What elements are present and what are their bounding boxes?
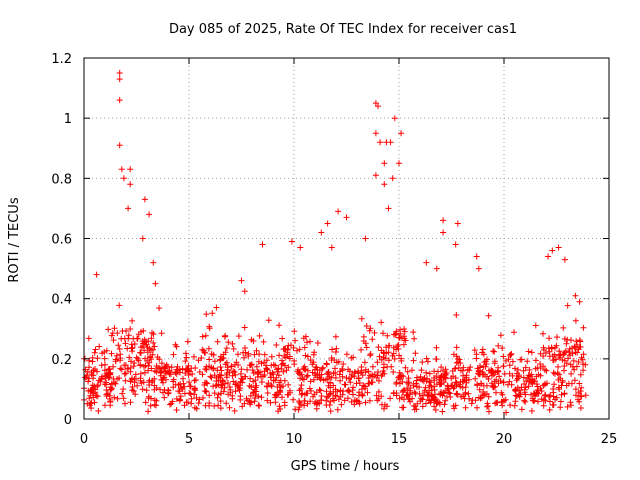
x-tick-labels: 0 5 10 15 20 25 [80,432,617,447]
y-axis-label: ROTI / TECUs [7,197,22,282]
data-points [81,70,589,416]
grid-lines [84,58,609,419]
plot-frame [83,57,610,420]
x-tick-label: 10 [286,432,303,447]
y-tick-label: 0.2 [51,353,72,368]
x-tick-label: 0 [80,432,88,447]
roti-points [81,70,589,416]
x-tick-label: 25 [601,432,618,447]
y-tick-label: 0.4 [51,293,72,308]
y-tick-labels: 0 0.2 0.4 0.6 0.8 1 1.2 [51,52,72,428]
x-tick-label: 5 [185,432,193,447]
y-tick-label: 0.8 [51,172,72,187]
axis-ticks [83,57,610,420]
y-tick-label: 0 [64,413,72,428]
x-axis-label: GPS time / hours [291,459,400,474]
chart-title: Day 085 of 2025, Rate Of TEC Index for r… [169,22,517,37]
x-tick-label: 15 [391,432,408,447]
y-tick-label: 0.6 [51,233,72,248]
y-tick-label: 1.2 [51,52,72,67]
x-tick-label: 20 [496,432,513,447]
y-tick-label: 1 [64,112,72,127]
